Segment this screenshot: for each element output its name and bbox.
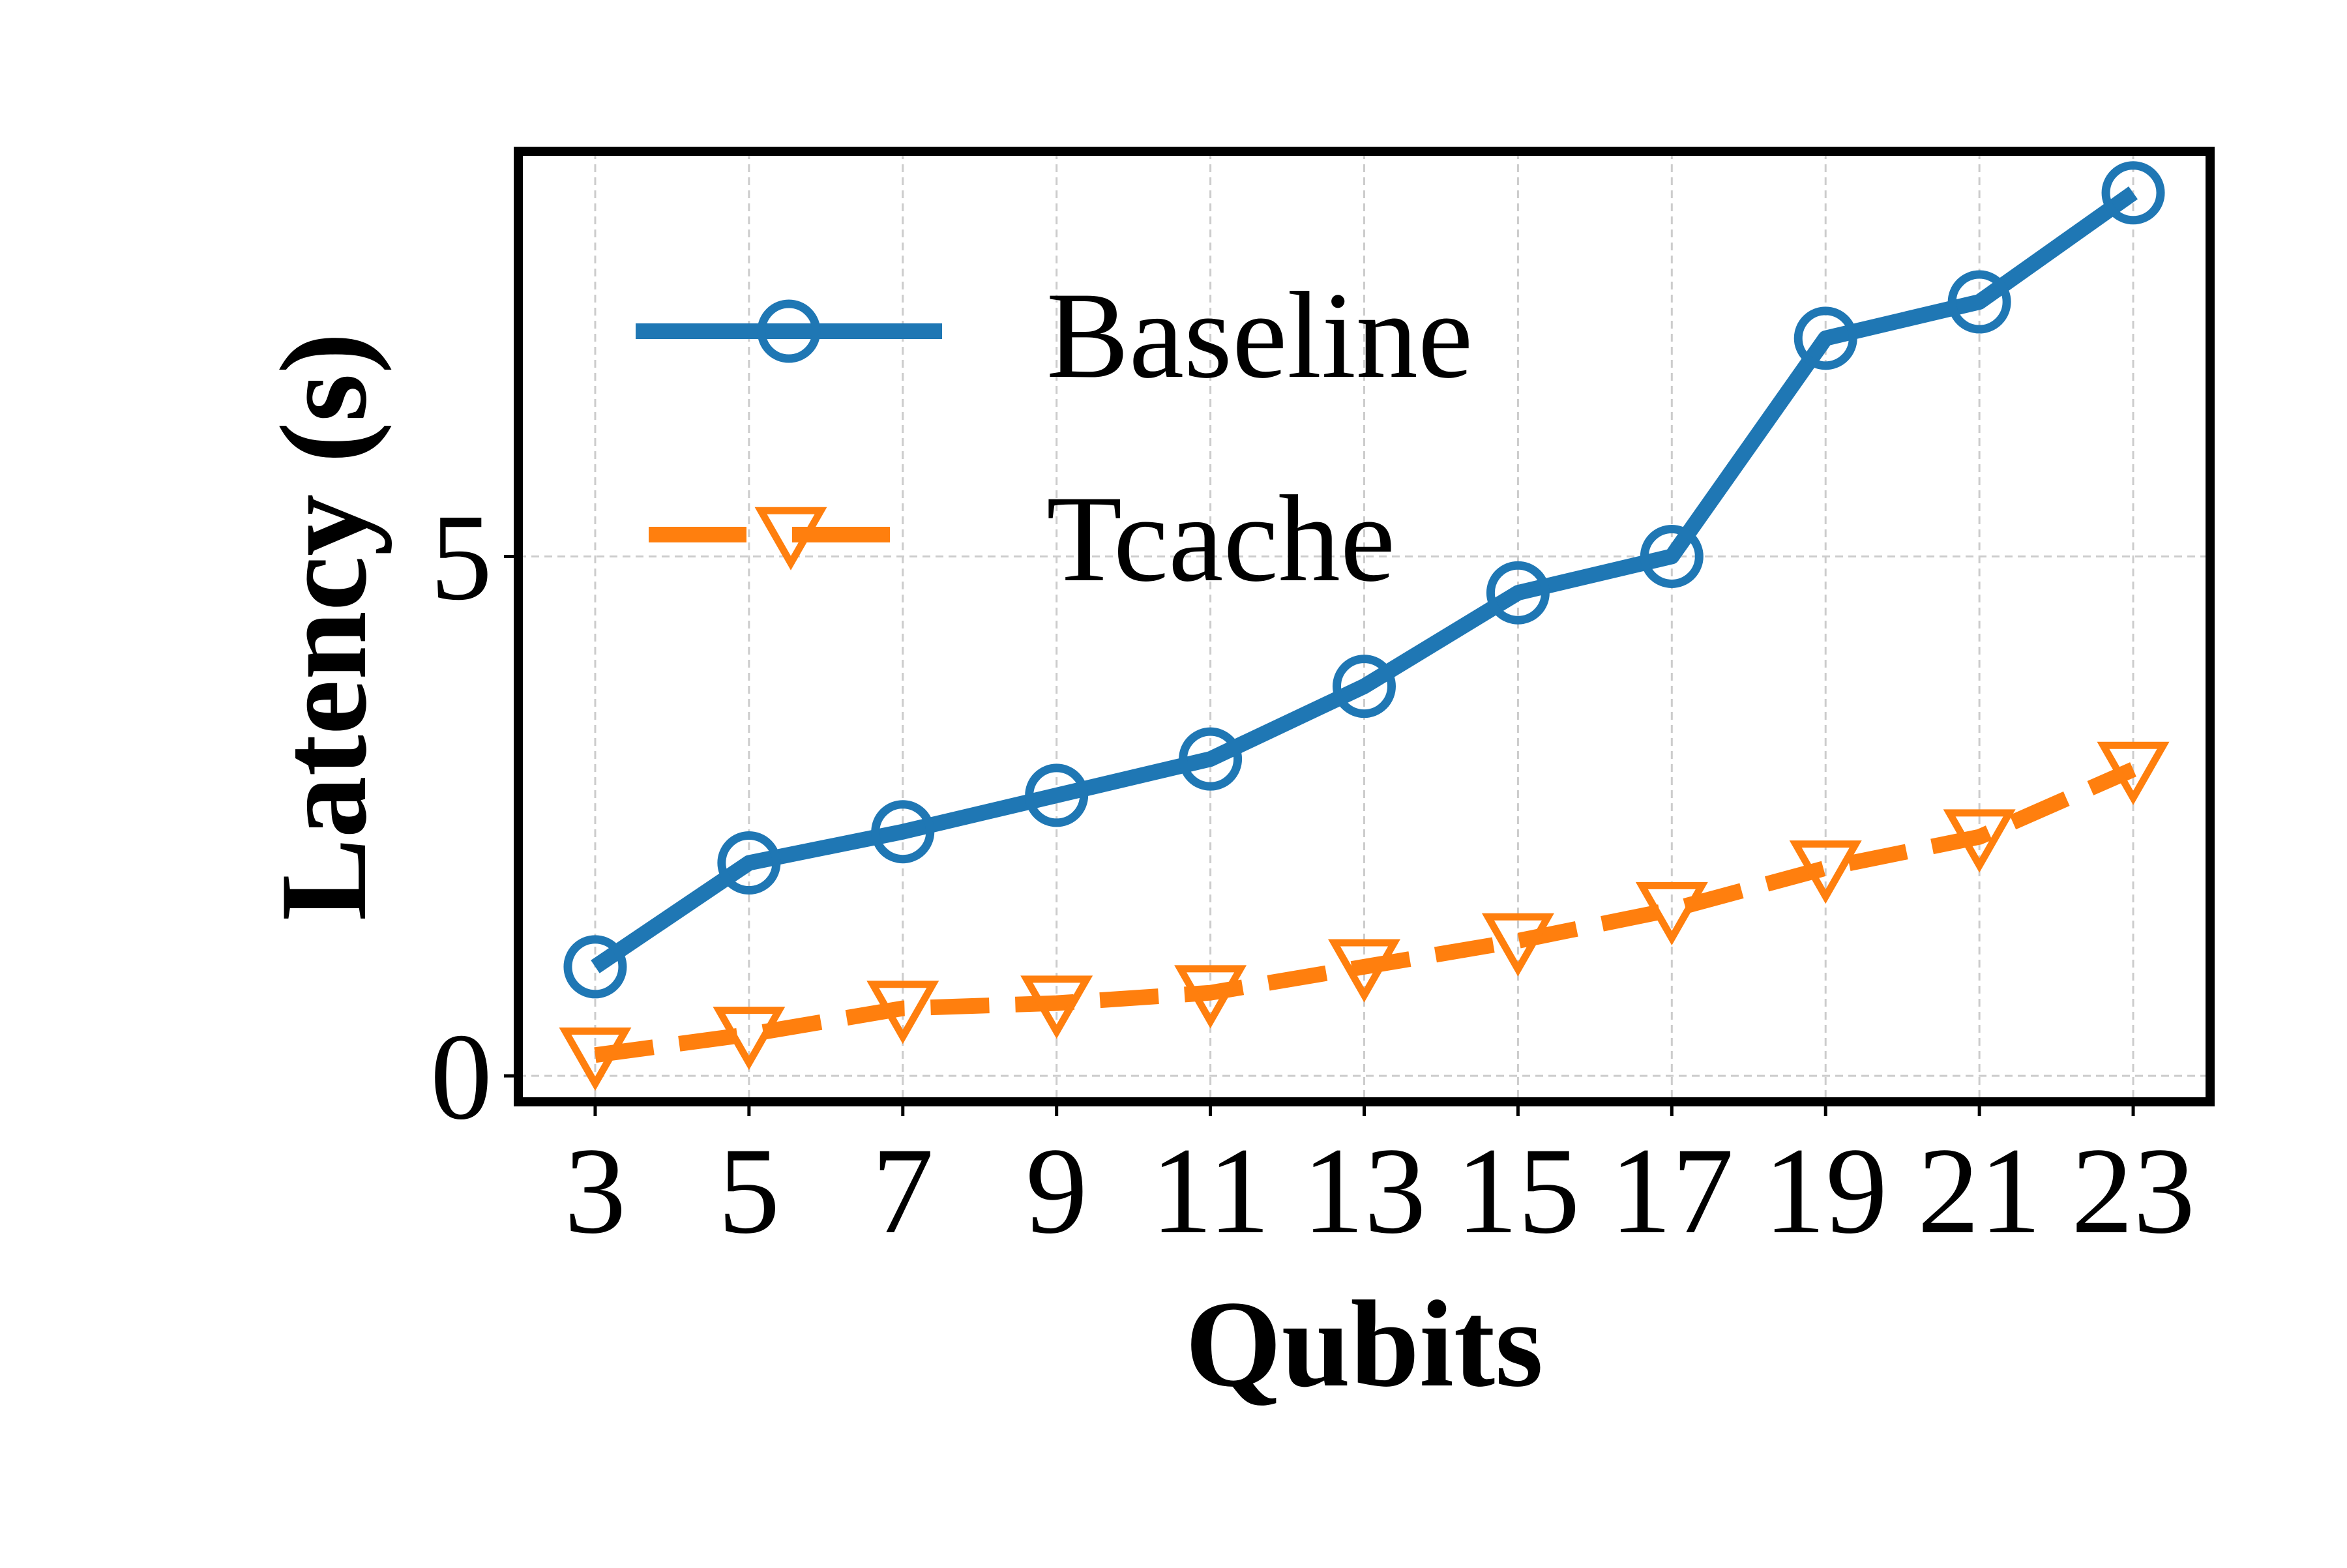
data-point — [1333, 655, 1396, 718]
plot-series — [559, 161, 2170, 1091]
data-point — [1179, 727, 1243, 791]
x-tick-label: 19 — [1764, 1123, 1887, 1260]
data-point — [1640, 524, 1704, 588]
x-tick-label: 21 — [1917, 1123, 2041, 1260]
data-point — [866, 981, 939, 1044]
data-point — [717, 831, 781, 895]
data-point — [559, 1027, 632, 1091]
legend-item: Baseline — [636, 267, 1473, 404]
x-tick-label: 15 — [1456, 1123, 1580, 1260]
x-tick-label: 9 — [1026, 1123, 1087, 1260]
data-point — [1943, 809, 2016, 873]
x-tick-label: 7 — [872, 1123, 934, 1260]
legend-marker — [757, 299, 821, 363]
data-point — [713, 1007, 786, 1071]
legend-label: Tcache — [1046, 471, 1395, 608]
x-axis-title: Qubits — [1185, 1276, 1543, 1413]
x-tick-label: 13 — [1303, 1123, 1426, 1260]
x-tick-label: 11 — [1151, 1123, 1270, 1260]
legend-item: Tcache — [649, 471, 1395, 608]
data-point — [871, 800, 935, 864]
series-line — [594, 762, 2136, 1063]
data-point — [1793, 306, 1857, 370]
y-tick-label: 5 — [430, 489, 492, 626]
legend: Baseline Tcache — [636, 267, 1473, 608]
data-point — [563, 935, 627, 999]
x-tick-label: 17 — [1610, 1123, 1734, 1260]
data-point — [1947, 270, 2011, 334]
x-tick-label: 5 — [718, 1123, 780, 1260]
data-point — [1025, 763, 1089, 827]
data-point — [2097, 741, 2170, 805]
x-tick-label: 3 — [564, 1123, 626, 1260]
series-line — [591, 186, 2138, 973]
data-point — [1486, 561, 1550, 625]
data-point — [1174, 965, 1247, 1029]
data-point — [1635, 881, 1708, 945]
legend-marker — [754, 507, 827, 570]
y-tick-label: 0 — [430, 1009, 492, 1146]
y-axis-title: Latency (s) — [256, 333, 392, 921]
series-baseline — [563, 161, 2165, 999]
data-point — [1328, 939, 1400, 1003]
series-tcache — [559, 741, 2170, 1091]
x-tick-label: 23 — [2071, 1123, 2195, 1260]
data-point — [1789, 840, 1862, 904]
legend-label: Baseline — [1046, 267, 1473, 404]
data-point — [1020, 975, 1093, 1039]
data-point — [1481, 913, 1554, 977]
data-point — [2101, 161, 2165, 225]
